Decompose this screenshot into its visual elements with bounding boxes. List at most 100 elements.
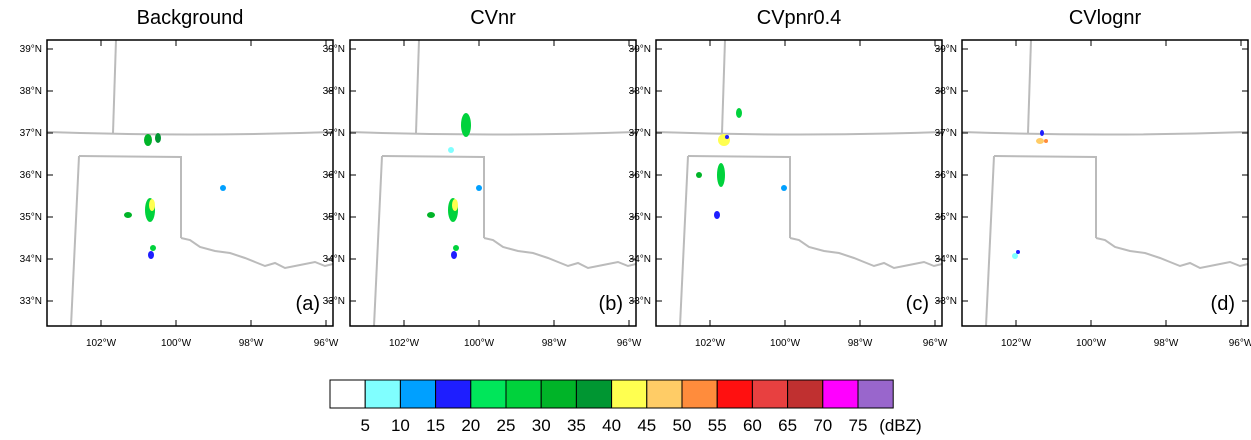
- colorbar-box: [857, 379, 894, 409]
- lat-label: 39°N: [629, 44, 651, 55]
- radar-echo: [453, 245, 459, 251]
- state-border: [381, 155, 485, 238]
- panel-label: (b): [599, 293, 623, 315]
- colorbar-box: [611, 379, 648, 409]
- radar-echo: [717, 163, 725, 187]
- state-border: [1027, 39, 1032, 134]
- colorbar-box: [646, 379, 683, 409]
- panel-frame: [961, 39, 1249, 327]
- lat-label: 33°N: [935, 296, 957, 307]
- colorbar-label: 35: [567, 416, 586, 435]
- lat-label: 33°N: [629, 296, 651, 307]
- panel-title: CVlognr: [1069, 7, 1142, 29]
- colorbar-label: 65: [778, 416, 797, 435]
- panel-frame: [655, 39, 943, 327]
- radar-echo: [124, 212, 132, 218]
- lon-label: 100°W: [464, 338, 495, 349]
- radar-echo: [476, 185, 482, 191]
- state-border: [985, 155, 995, 327]
- radar-echo: [1016, 250, 1020, 254]
- radar-echo: [427, 212, 435, 218]
- radar-echo: [155, 133, 161, 143]
- lat-label: 37°N: [935, 128, 957, 139]
- radar-echo: [461, 113, 471, 137]
- radar-echo: [725, 135, 729, 139]
- lat-label: 34°N: [323, 254, 345, 265]
- state-border: [112, 39, 117, 134]
- panel-label: (d): [1211, 293, 1235, 315]
- lat-label: 37°N: [20, 128, 42, 139]
- colorbar-box: [399, 379, 437, 409]
- radar-echo: [148, 251, 154, 259]
- radar-echo: [451, 251, 457, 259]
- lon-label: 96°W: [923, 338, 948, 349]
- radar-echo: [448, 147, 454, 153]
- radar-echo: [150, 245, 156, 251]
- state-border: [415, 39, 420, 134]
- state-border: [373, 155, 383, 327]
- colorbar-box: [329, 379, 366, 409]
- panel-title: CVpnr0.4: [757, 7, 842, 29]
- lon-label: 96°W: [617, 338, 642, 349]
- colorbar-box: [716, 379, 753, 409]
- panel-title: Background: [137, 7, 244, 29]
- lat-label: 35°N: [20, 212, 42, 223]
- lat-label: 35°N: [323, 212, 345, 223]
- panel-frame: [46, 39, 334, 327]
- lon-label: 98°W: [542, 338, 567, 349]
- colorbar-box: [751, 379, 789, 409]
- state-border: [70, 155, 80, 327]
- colorbar-box: [505, 379, 542, 409]
- colorbar-box: [822, 379, 859, 409]
- colorbar-unit: (dBZ): [879, 416, 922, 435]
- state-border: [721, 39, 726, 134]
- state-border: [687, 155, 791, 238]
- lat-label: 38°N: [935, 86, 957, 97]
- lat-label: 39°N: [935, 44, 957, 55]
- colorbar-label: 20: [461, 416, 480, 435]
- radar-echo: [1040, 130, 1044, 136]
- state-border: [180, 237, 334, 270]
- radar-echo: [1044, 139, 1048, 143]
- colorbar-box: [435, 379, 472, 409]
- lon-label: 100°W: [770, 338, 801, 349]
- lat-label: 33°N: [323, 296, 345, 307]
- state-border: [679, 155, 689, 327]
- panel-label: (c): [906, 293, 929, 315]
- radar-echo: [220, 185, 226, 191]
- lat-label: 37°N: [323, 128, 345, 139]
- radar-echo: [1036, 138, 1044, 144]
- colorbar-box: [364, 379, 401, 409]
- colorbar-label: 45: [637, 416, 656, 435]
- lat-label: 34°N: [20, 254, 42, 265]
- lat-label: 35°N: [629, 212, 651, 223]
- colorbar-label: 25: [497, 416, 516, 435]
- lon-label: 96°W: [1229, 338, 1251, 349]
- radar-echo: [149, 199, 155, 211]
- map-panel: CVpnr0.4 39°N 38°N 37°N 36°N 35°N 34°N 33°N 102°…: [629, 7, 948, 349]
- colorbar-box: [787, 379, 824, 409]
- state-border: [349, 131, 637, 136]
- state-border: [483, 237, 637, 270]
- lat-label: 38°N: [20, 86, 42, 97]
- lat-label: 36°N: [20, 170, 42, 181]
- map-panel: Background 39°N 38°N 37°N 36°N 35°N 34°N 33°N 10…: [20, 7, 339, 349]
- map-panel: CVlognr 39°N 38°N 37°N 36°N 35°N 34°N 33°N 102°W…: [935, 7, 1251, 349]
- state-border: [78, 155, 182, 238]
- colorbar-label: 5: [360, 416, 369, 435]
- lon-label: 100°W: [161, 338, 192, 349]
- radar-echo: [452, 199, 458, 211]
- colorbar-box: [575, 379, 613, 409]
- radar-echo: [696, 172, 702, 178]
- colorbar-label: 50: [673, 416, 692, 435]
- lat-label: 39°N: [20, 44, 42, 55]
- state-border: [655, 131, 943, 136]
- state-border: [993, 155, 1097, 238]
- radar-echo: [781, 185, 787, 191]
- colorbar-label: 10: [391, 416, 410, 435]
- colorbar-label: 70: [813, 416, 832, 435]
- lat-label: 36°N: [323, 170, 345, 181]
- lat-label: 36°N: [629, 170, 651, 181]
- state-border: [46, 131, 334, 136]
- radar-echo: [1012, 253, 1018, 259]
